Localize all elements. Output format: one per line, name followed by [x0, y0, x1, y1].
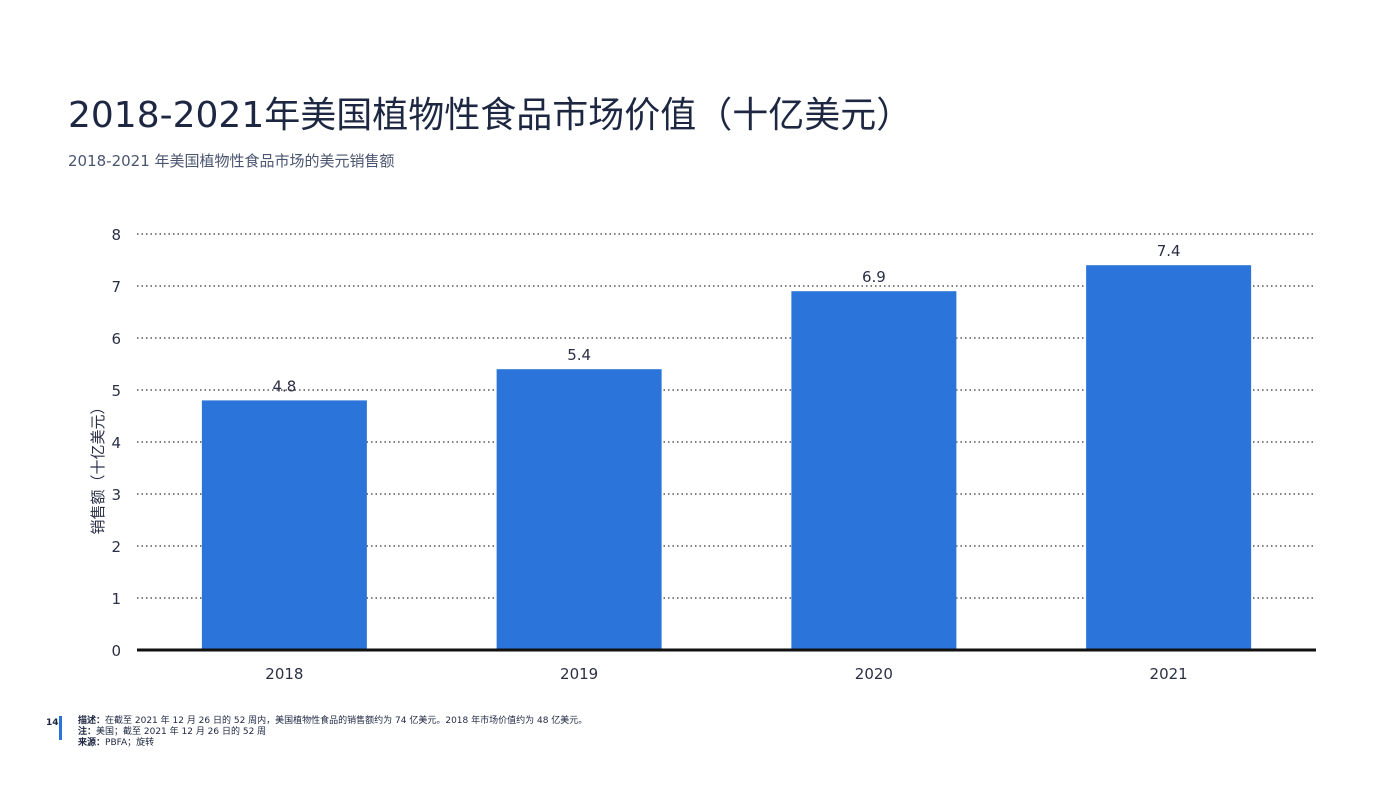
y-tick-label: 1	[111, 590, 121, 608]
x-tick-label: 2018	[265, 665, 303, 683]
page-number: 14	[46, 718, 59, 728]
footnote-description: 描述：在截至 2021 年 12 月 26 日的 52 周内，美国植物性食品的销…	[78, 716, 588, 726]
bars	[201, 265, 1252, 650]
footnote-accent-bar	[59, 716, 62, 740]
data-label: 7.4	[1157, 242, 1181, 260]
y-tick-label: 8	[111, 226, 121, 244]
data-labels: 4.8 5.4 6.9 7.4	[272, 242, 1180, 395]
page-title: 2018-2021年美国植物性食品市场价值（十亿美元）	[68, 95, 913, 136]
y-tick-label: 2	[111, 538, 121, 556]
x-tick-label: 2020	[855, 665, 893, 683]
footnote-source: 来源：PBFA；旋转	[78, 738, 155, 748]
y-tick-label: 6	[111, 330, 121, 348]
x-tick-label: 2019	[560, 665, 598, 683]
bar-2021	[1086, 265, 1252, 650]
y-tick-label: 3	[111, 486, 121, 504]
y-tick-labels: 0 1 2 3 4 5 6 7 8	[111, 226, 121, 660]
page-subtitle: 2018-2021 年美国植物性食品市场的美元销售额	[68, 152, 395, 170]
y-tick-label: 4	[111, 434, 121, 452]
bar-2019	[496, 369, 662, 650]
footnote-note: 注：美国；截至 2021 年 12 月 26 日的 52 周	[78, 727, 267, 737]
y-tick-label: 7	[111, 278, 121, 296]
data-label: 5.4	[567, 346, 591, 364]
bar-2018	[201, 400, 367, 650]
data-label: 6.9	[862, 268, 886, 286]
data-label: 4.8	[272, 377, 296, 395]
y-axis-label: 销售额（十亿美元）	[89, 399, 107, 534]
footnote-block: 14 描述：在截至 2021 年 12 月 26 日的 52 周内，美国植物性食…	[0, 716, 700, 756]
bar-2020	[791, 291, 957, 650]
x-tick-labels: 2018 2019 2020 2021	[265, 665, 1187, 683]
x-tick-label: 2021	[1150, 665, 1188, 683]
y-tick-label: 0	[111, 642, 121, 660]
y-tick-label: 5	[111, 382, 121, 400]
